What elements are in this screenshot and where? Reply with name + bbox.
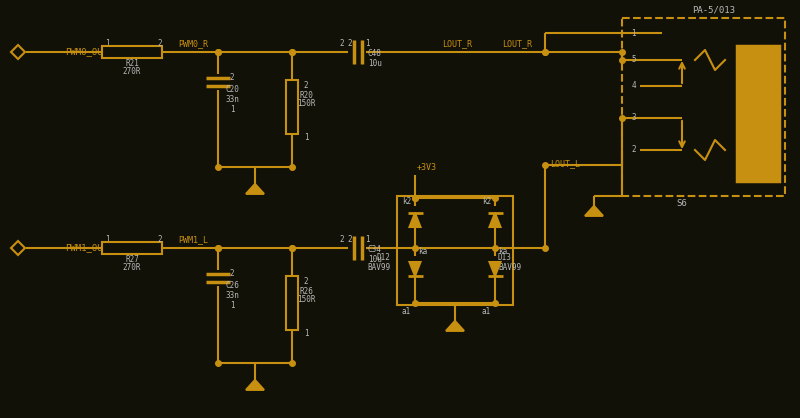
- Text: C20: C20: [225, 86, 239, 94]
- Text: 2: 2: [230, 268, 234, 278]
- Text: PWM1_L: PWM1_L: [178, 235, 208, 245]
- Text: 1: 1: [230, 105, 234, 115]
- Bar: [102, 46, 162, 58]
- Polygon shape: [490, 213, 501, 227]
- Bar: [737, 46, 779, 181]
- Polygon shape: [410, 213, 421, 227]
- Bar: [102, 242, 162, 254]
- Text: 150R: 150R: [297, 99, 315, 109]
- Polygon shape: [246, 380, 264, 390]
- Text: 4: 4: [631, 82, 636, 91]
- Text: 2: 2: [340, 39, 344, 48]
- Text: 1: 1: [365, 39, 370, 48]
- Text: LOUT_R: LOUT_R: [502, 39, 532, 48]
- Text: R27: R27: [125, 255, 139, 263]
- Text: PA-5/013: PA-5/013: [692, 5, 735, 15]
- Text: S6: S6: [677, 199, 687, 209]
- Text: LOUT_R: LOUT_R: [442, 39, 472, 48]
- Text: 2: 2: [631, 145, 636, 155]
- Text: D13: D13: [498, 253, 512, 263]
- Text: PWM0_OUT: PWM0_OUT: [65, 47, 108, 56]
- Polygon shape: [410, 262, 421, 276]
- Text: R21: R21: [125, 59, 139, 67]
- Text: PWM0_R: PWM0_R: [178, 39, 208, 48]
- Text: C34: C34: [368, 245, 382, 255]
- Text: PWM1_OUT: PWM1_OUT: [65, 243, 108, 252]
- Text: ka: ka: [498, 247, 507, 255]
- Text: 2: 2: [158, 39, 162, 48]
- Text: BAV99: BAV99: [498, 263, 521, 272]
- Text: k2: k2: [402, 196, 411, 206]
- Text: 1: 1: [304, 329, 308, 337]
- Text: 270R: 270R: [122, 67, 142, 76]
- Text: a1: a1: [482, 308, 491, 316]
- Text: 270R: 270R: [122, 263, 142, 273]
- Text: ka: ka: [418, 247, 427, 255]
- Text: 1: 1: [365, 235, 370, 245]
- Text: C26: C26: [225, 281, 239, 291]
- Text: 2: 2: [230, 72, 234, 82]
- Text: 10u: 10u: [368, 255, 382, 263]
- Polygon shape: [446, 321, 464, 331]
- Text: 2: 2: [304, 276, 308, 285]
- Text: C48: C48: [368, 49, 382, 59]
- Text: 10u: 10u: [368, 59, 382, 67]
- Text: 1: 1: [304, 133, 308, 142]
- Text: 2: 2: [348, 235, 352, 245]
- Text: 2: 2: [158, 235, 162, 245]
- Text: 2: 2: [348, 39, 352, 48]
- Text: 1: 1: [105, 39, 110, 48]
- Text: R26: R26: [299, 286, 313, 296]
- Bar: [622, 18, 785, 196]
- Bar: [397, 196, 513, 305]
- Text: 33n: 33n: [225, 291, 239, 300]
- Text: 5: 5: [631, 56, 636, 64]
- Bar: [286, 276, 298, 330]
- Text: R20: R20: [299, 91, 313, 99]
- Text: 3: 3: [631, 114, 636, 122]
- Text: a1: a1: [402, 308, 411, 316]
- Bar: [286, 80, 298, 134]
- Polygon shape: [585, 206, 603, 216]
- Text: D12: D12: [376, 253, 390, 263]
- Text: 1: 1: [631, 28, 636, 38]
- Text: 2: 2: [340, 235, 344, 245]
- Text: 150R: 150R: [297, 296, 315, 304]
- Text: 33n: 33n: [225, 94, 239, 104]
- Text: 1: 1: [105, 235, 110, 245]
- Text: 2: 2: [304, 81, 308, 89]
- Polygon shape: [246, 184, 264, 194]
- Text: k2: k2: [482, 196, 491, 206]
- Text: +3V3: +3V3: [417, 163, 437, 173]
- Text: 1: 1: [230, 301, 234, 311]
- Text: LOUT_L: LOUT_L: [550, 160, 580, 168]
- Polygon shape: [490, 262, 501, 276]
- Text: BAV99: BAV99: [367, 263, 390, 272]
